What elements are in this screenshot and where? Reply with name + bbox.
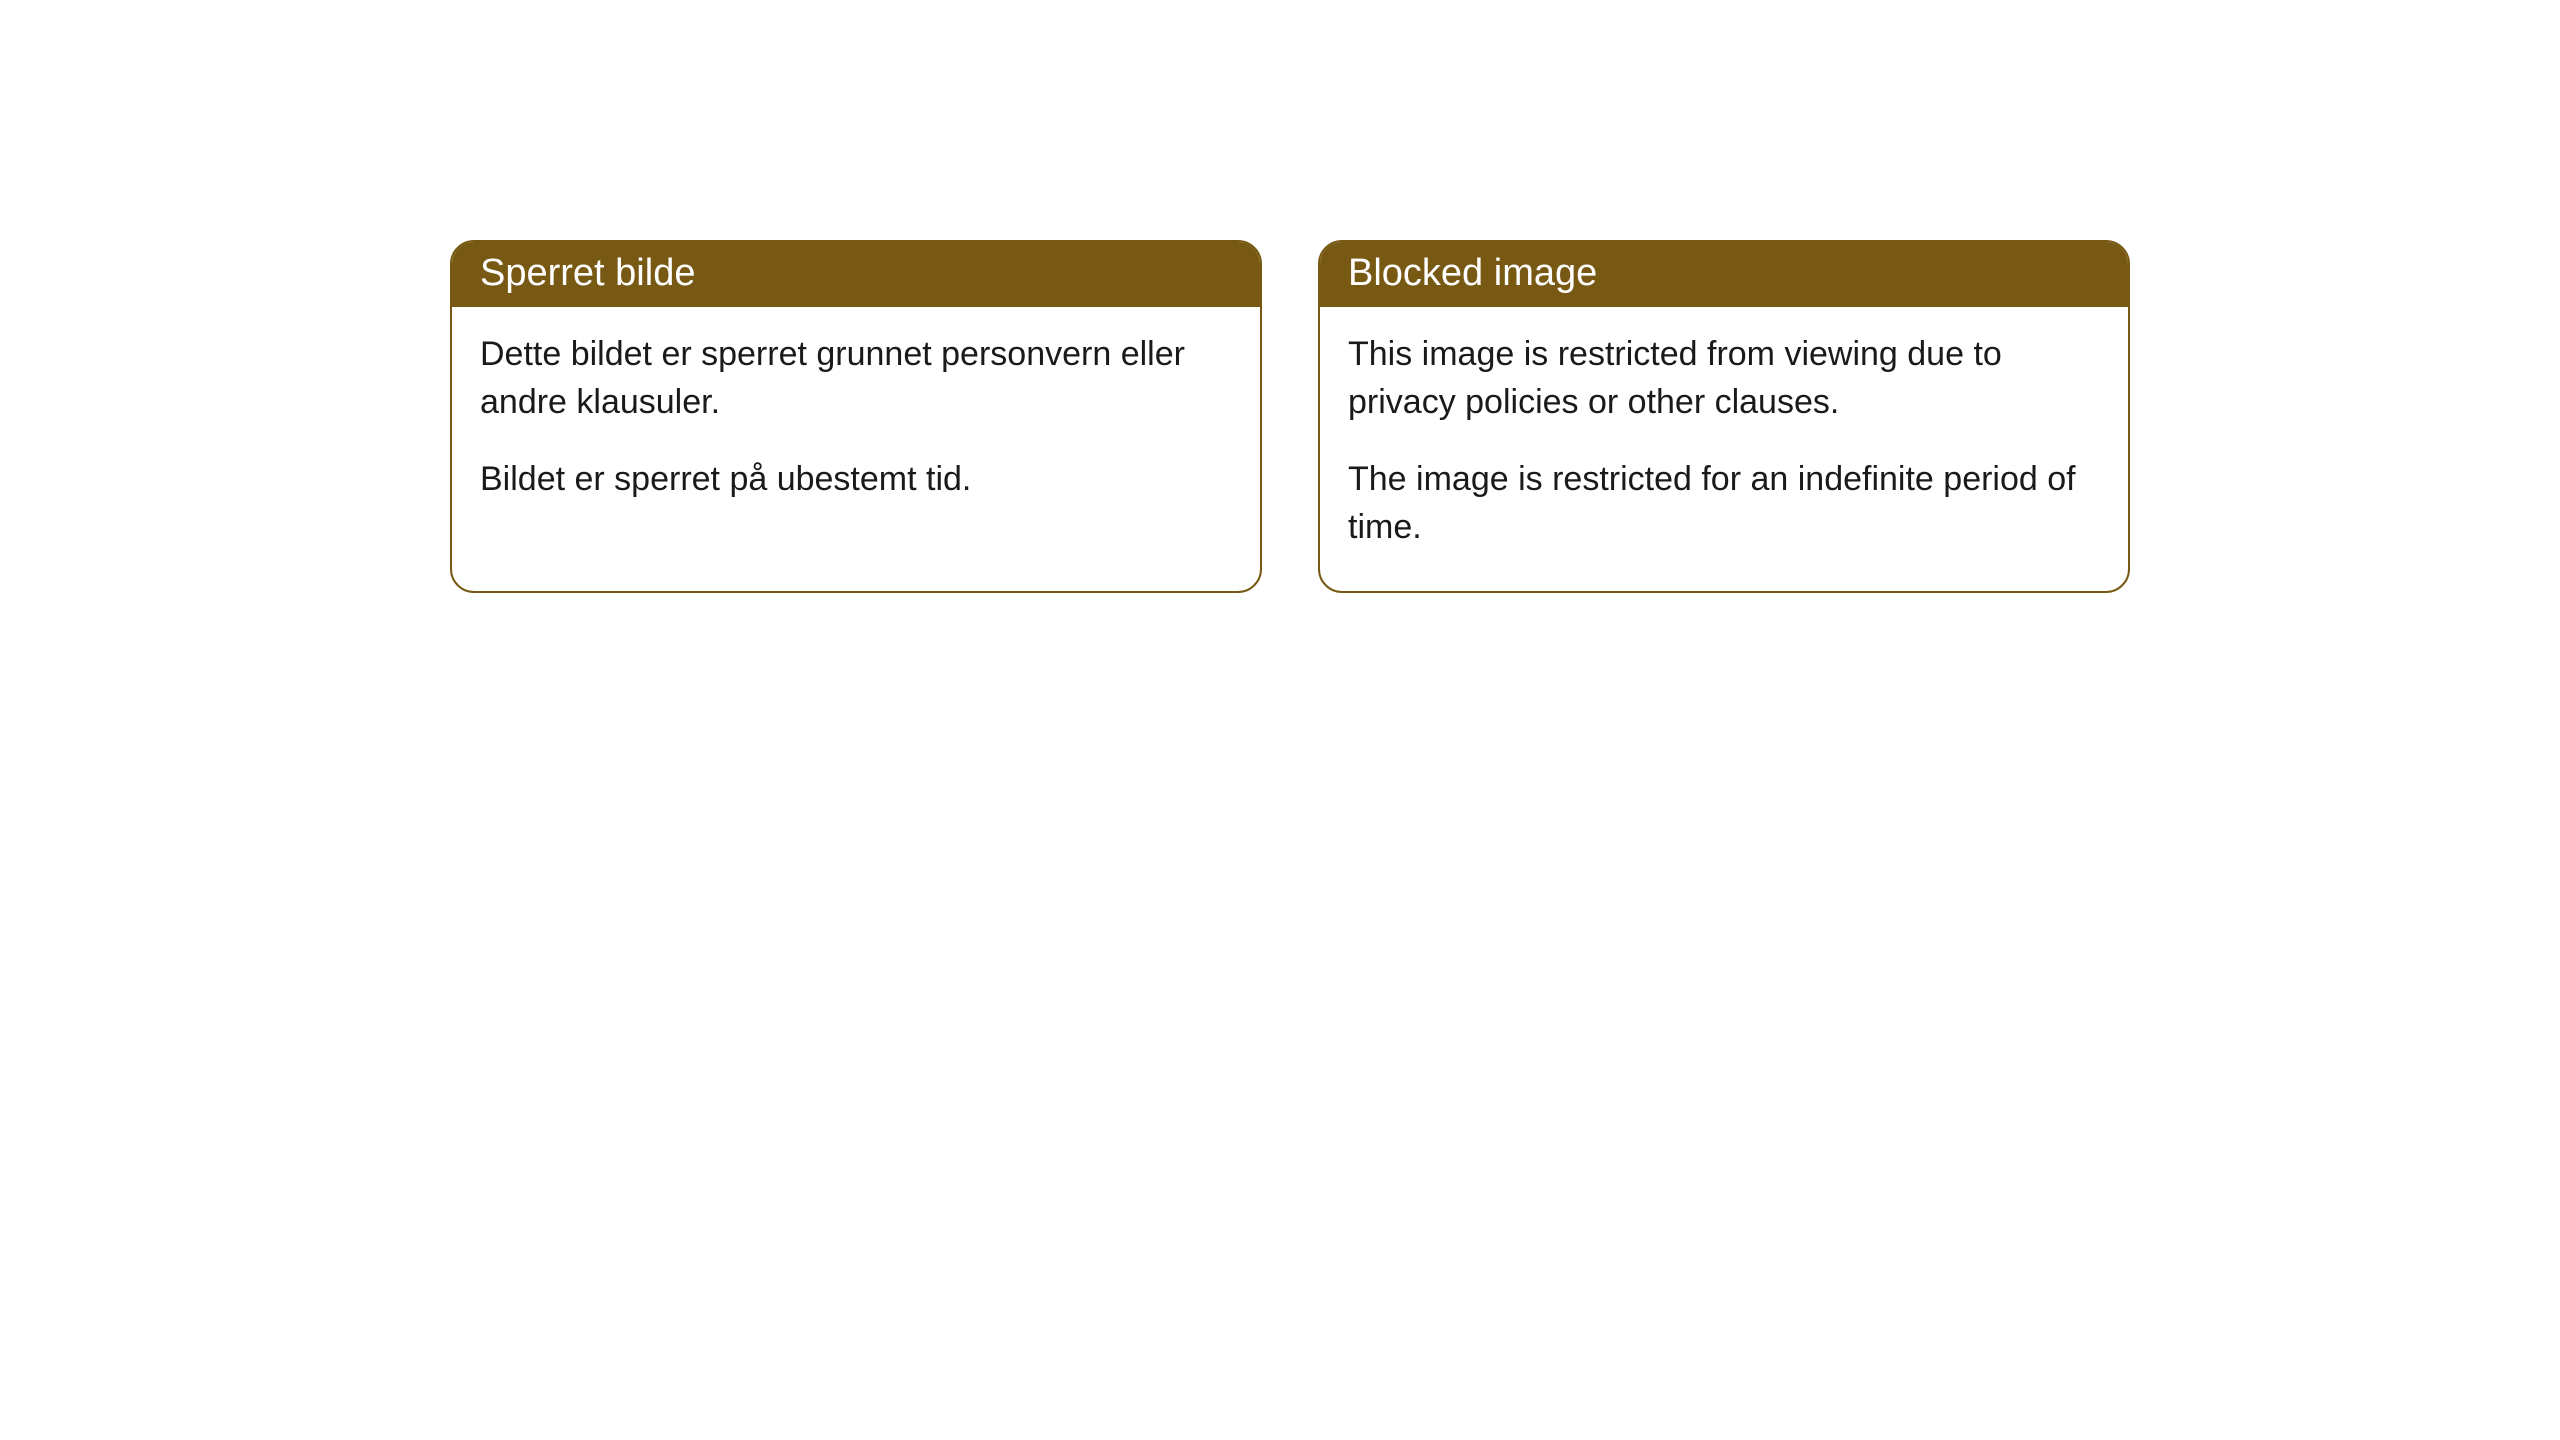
notice-title-norwegian: Sperret bilde (452, 242, 1260, 307)
notice-paragraph: Bildet er sperret på ubestemt tid. (480, 456, 1232, 504)
notice-paragraph: The image is restricted for an indefinit… (1348, 456, 2100, 551)
notice-card-norwegian: Sperret bilde Dette bildet er sperret gr… (450, 240, 1262, 593)
notice-paragraph: Dette bildet er sperret grunnet personve… (480, 331, 1232, 426)
notice-card-english: Blocked image This image is restricted f… (1318, 240, 2130, 593)
notice-container: Sperret bilde Dette bildet er sperret gr… (450, 240, 2130, 593)
notice-title-english: Blocked image (1320, 242, 2128, 307)
notice-body-english: This image is restricted from viewing du… (1320, 307, 2128, 591)
notice-paragraph: This image is restricted from viewing du… (1348, 331, 2100, 426)
notice-body-norwegian: Dette bildet er sperret grunnet personve… (452, 307, 1260, 544)
